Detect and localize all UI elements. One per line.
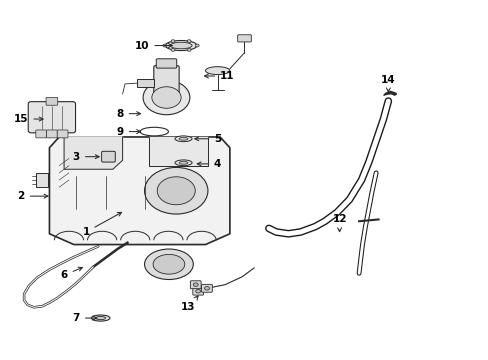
Circle shape [171,49,175,51]
Ellipse shape [205,67,229,75]
Circle shape [157,177,195,205]
Circle shape [204,287,209,290]
Circle shape [163,44,166,47]
FancyBboxPatch shape [36,173,48,187]
FancyBboxPatch shape [190,281,201,289]
Circle shape [187,49,191,51]
Ellipse shape [170,42,192,49]
Ellipse shape [153,255,184,274]
FancyBboxPatch shape [57,130,68,138]
Text: 5: 5 [194,134,221,144]
Text: 3: 3 [73,152,99,162]
Polygon shape [149,137,207,166]
FancyBboxPatch shape [36,130,46,138]
Text: 6: 6 [61,267,82,280]
FancyBboxPatch shape [102,151,115,162]
FancyBboxPatch shape [137,79,154,87]
Text: 14: 14 [380,75,395,92]
FancyBboxPatch shape [46,130,57,138]
FancyBboxPatch shape [46,97,58,105]
Text: 7: 7 [72,313,97,323]
Text: 12: 12 [332,215,346,231]
Circle shape [193,283,198,287]
Text: 2: 2 [18,191,48,201]
Ellipse shape [91,315,110,321]
Circle shape [152,87,181,108]
Circle shape [143,80,189,115]
FancyBboxPatch shape [154,66,179,95]
Text: 9: 9 [116,127,141,136]
Text: 10: 10 [135,41,172,50]
Text: 15: 15 [14,114,43,124]
Polygon shape [49,137,229,244]
Text: 8: 8 [116,109,141,119]
Text: 11: 11 [204,71,234,81]
FancyBboxPatch shape [28,102,75,133]
Text: 1: 1 [82,212,122,237]
Ellipse shape [175,136,192,141]
Ellipse shape [165,41,197,50]
Circle shape [195,289,200,293]
Ellipse shape [179,137,187,140]
Text: 13: 13 [181,296,198,312]
Circle shape [171,40,175,42]
FancyBboxPatch shape [201,284,212,292]
Circle shape [195,44,199,47]
FancyBboxPatch shape [192,287,203,295]
Text: 4: 4 [197,159,221,169]
Circle shape [144,167,207,214]
FancyBboxPatch shape [237,35,251,42]
Ellipse shape [144,249,193,279]
Ellipse shape [175,160,192,166]
FancyBboxPatch shape [156,59,176,68]
Ellipse shape [179,161,187,164]
Ellipse shape [96,316,105,320]
Circle shape [187,40,191,42]
Polygon shape [64,137,122,169]
